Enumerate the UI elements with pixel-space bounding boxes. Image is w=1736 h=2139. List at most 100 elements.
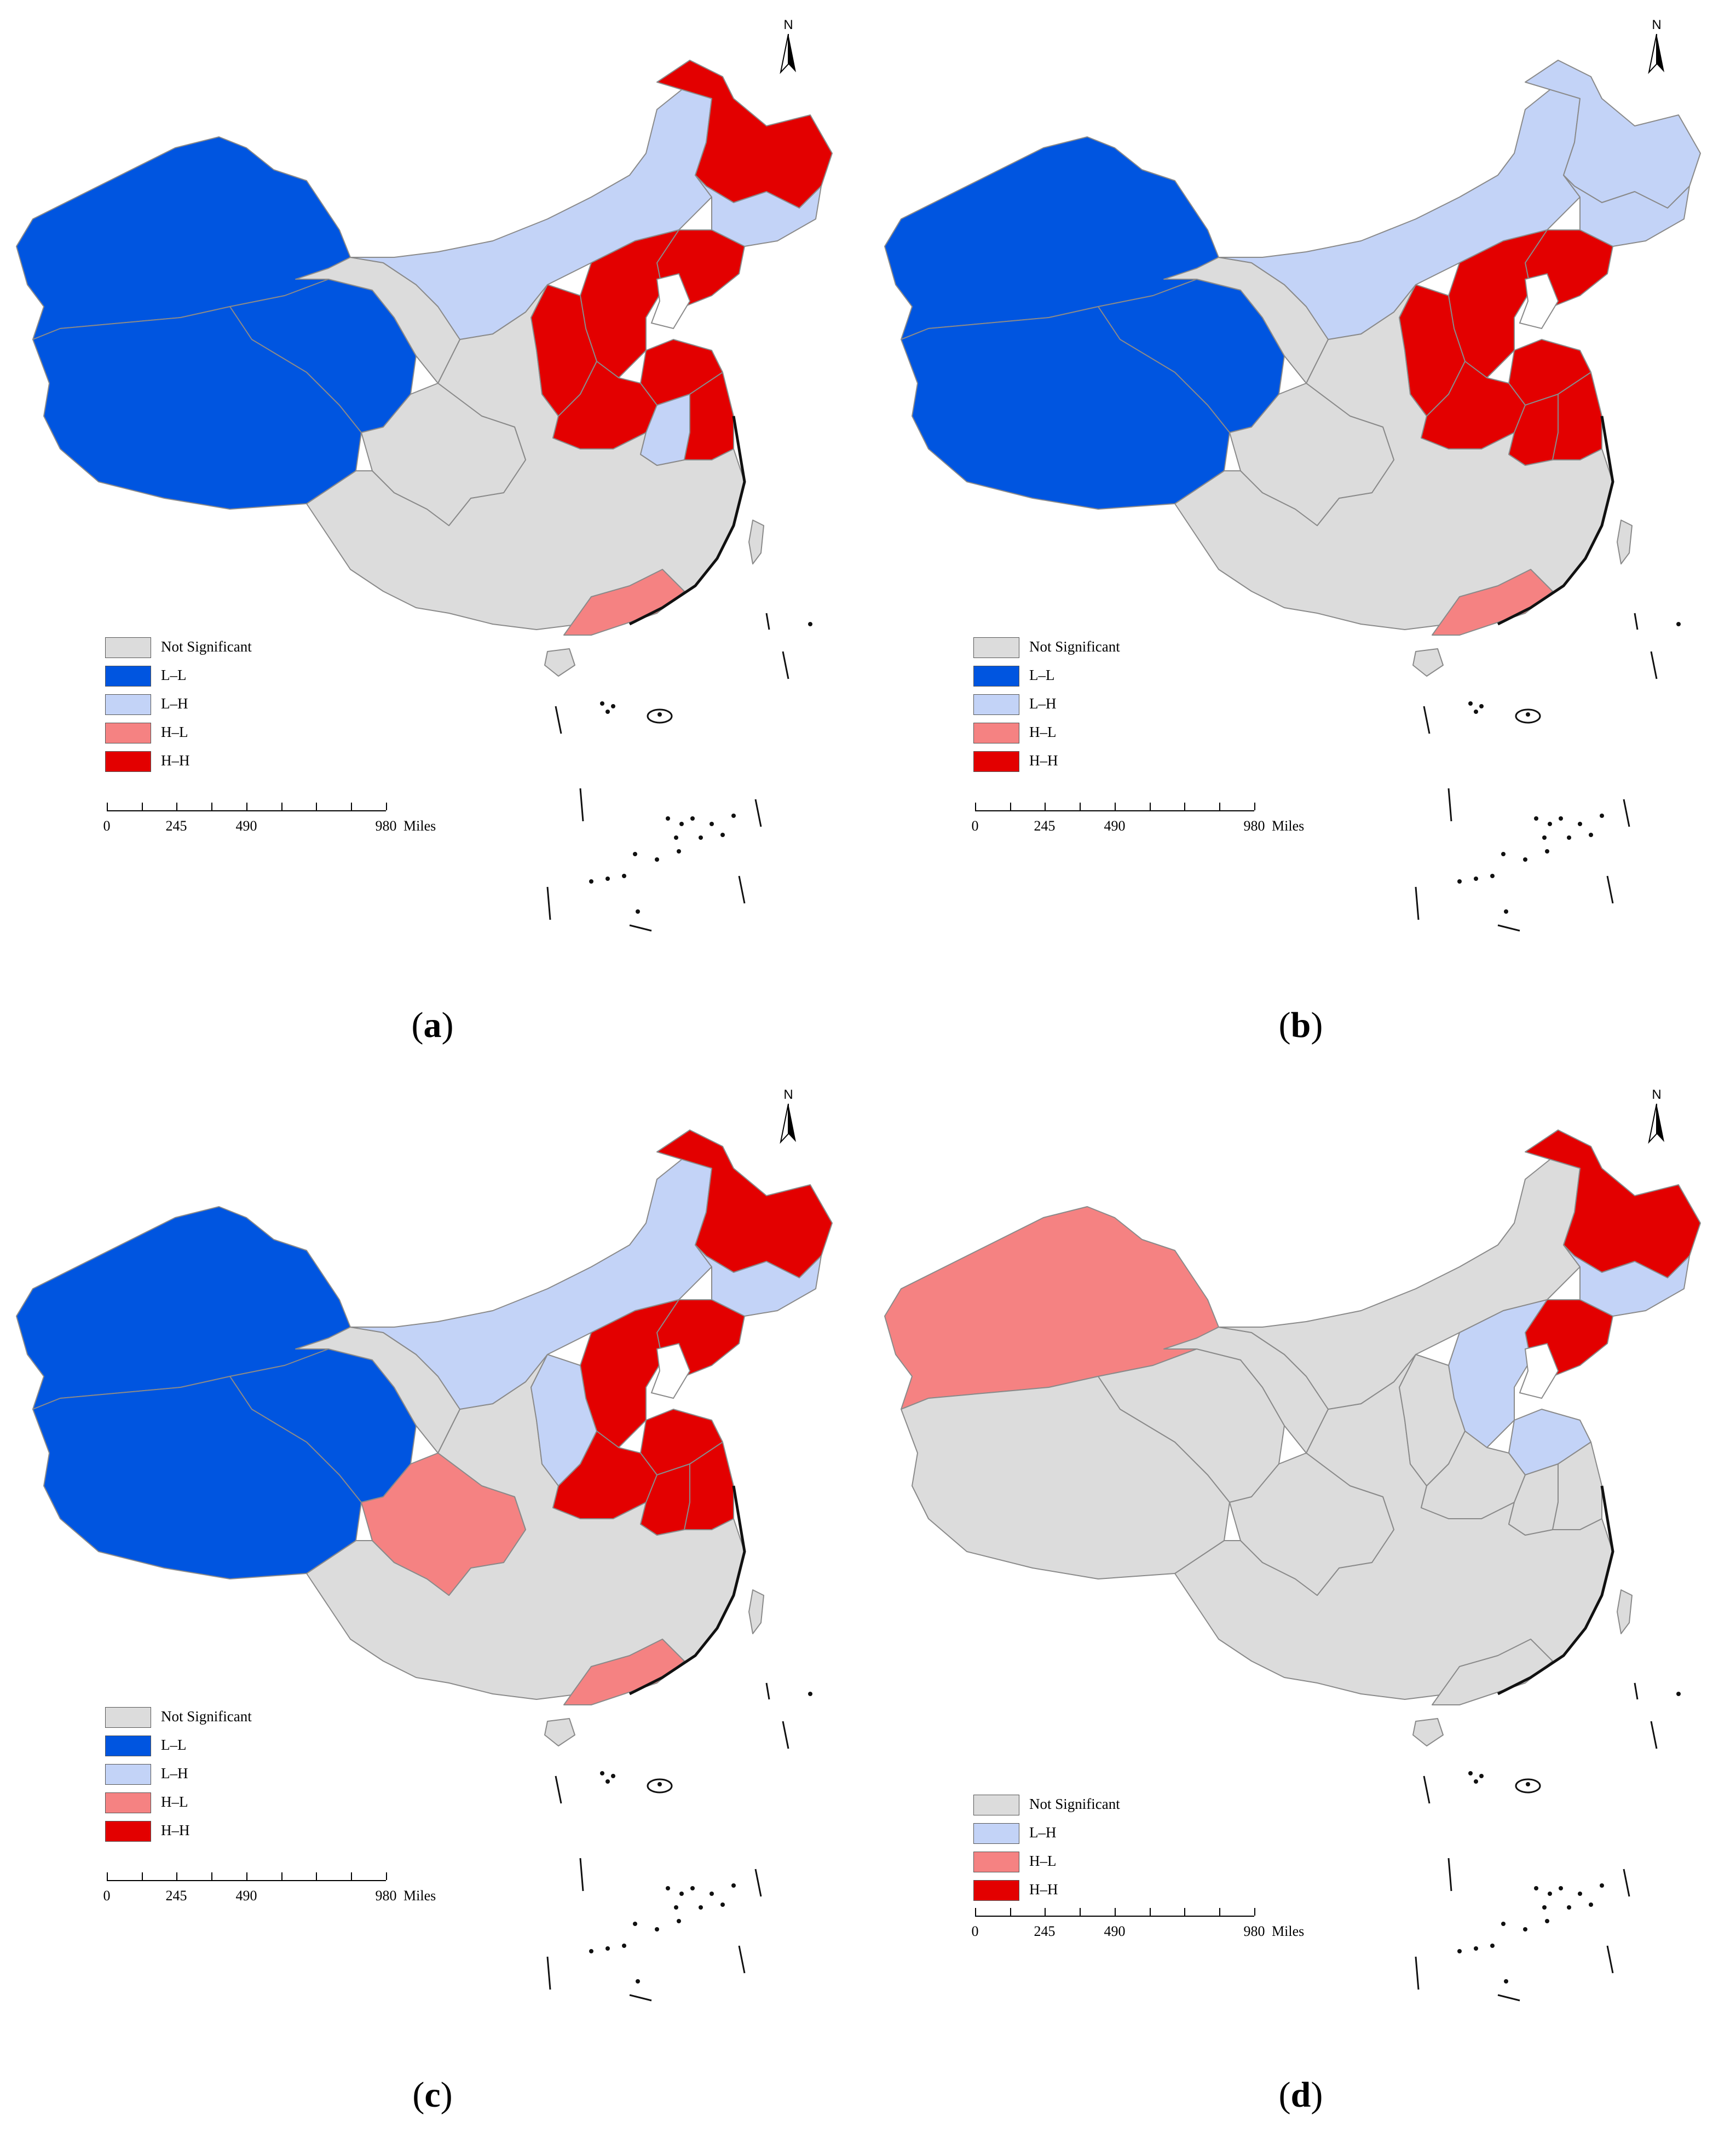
- legend-label: L–H: [161, 1765, 188, 1781]
- scale-label: 980: [375, 1888, 397, 1904]
- scale-tick: [1045, 1908, 1046, 1916]
- scale-label: 245: [165, 1888, 187, 1904]
- north-arrow: N: [772, 18, 805, 78]
- legend-label: L–H: [1029, 1824, 1057, 1841]
- scale-tick: [107, 1872, 108, 1880]
- scale-line: [975, 1916, 1254, 1917]
- province-jilin: [1563, 175, 1690, 247]
- scale-tick: [281, 803, 282, 810]
- legend-label: L–L: [161, 1737, 187, 1753]
- scale-tick: [386, 803, 387, 810]
- scale-label: 0: [103, 1888, 111, 1904]
- south-china-sea-islands: [546, 1682, 812, 2002]
- panel-caption-letter: c: [424, 2075, 441, 2115]
- scale-tick: [142, 803, 143, 810]
- scale-line: [107, 1880, 386, 1881]
- province-taiwan: [748, 1589, 764, 1634]
- coastline: [628, 416, 746, 626]
- legend-swatch: [105, 1707, 151, 1728]
- scale-line: [107, 810, 386, 811]
- province-jilin: [695, 1244, 822, 1317]
- legend-label: H–L: [1029, 724, 1057, 740]
- legend-swatch: [973, 666, 1019, 687]
- legend-swatch: [973, 637, 1019, 658]
- north-arrow-icon: [1648, 34, 1664, 74]
- south-china-sea-islands: [546, 613, 812, 932]
- legend-label: H–H: [161, 1822, 190, 1838]
- legend-label: Not Significant: [1029, 638, 1120, 655]
- bohai-sea: [650, 1342, 691, 1399]
- north-arrow-icon: [1648, 1104, 1664, 1144]
- province-tibet: [901, 306, 1230, 510]
- legend-label: H–H: [1029, 1881, 1058, 1898]
- scale-label: 245: [1034, 818, 1056, 834]
- china-map-d: [884, 1129, 1701, 2002]
- legend-swatch: [973, 751, 1019, 772]
- legend-label: Not Significant: [1029, 1796, 1120, 1812]
- province-hainan: [544, 648, 575, 677]
- north-arrow: N: [772, 1087, 805, 1148]
- province-tibet: [901, 1376, 1230, 1579]
- scale-tick: [107, 803, 108, 810]
- scale-label: 490: [1104, 1923, 1126, 1939]
- scale-tick: [246, 1872, 247, 1880]
- scale-tick: [1219, 803, 1220, 810]
- bohai-sea: [1519, 273, 1559, 330]
- province-taiwan: [748, 520, 764, 564]
- scale-tick: [351, 803, 352, 810]
- scale-label: 245: [1034, 1923, 1056, 1939]
- north-label: N: [1652, 1087, 1662, 1102]
- coastline: [1497, 1485, 1614, 1696]
- legend-label: H–H: [1029, 752, 1058, 769]
- scale-tick: [1115, 1908, 1116, 1916]
- south-china-sea-islands: [1415, 1682, 1681, 2002]
- scale-tick: [1184, 1908, 1185, 1916]
- china-map-b: [884, 60, 1701, 932]
- legend-swatch: [105, 751, 151, 772]
- scale-tick: [351, 1872, 352, 1880]
- legend-swatch: [973, 1795, 1019, 1815]
- scale-label: 0: [971, 1923, 979, 1939]
- legend-label: H–L: [161, 1794, 188, 1810]
- panel-caption: (a): [411, 1005, 454, 1045]
- south-china-sea-islands: [1415, 613, 1681, 932]
- province-tibet: [32, 1376, 362, 1579]
- north-label: N: [1652, 18, 1662, 32]
- province-guangdong: [1432, 569, 1553, 636]
- map-panel-c: N Not Significant L–L L–H H–L H–H 0 245 490 980 Mi…: [0, 1070, 868, 2139]
- legend-swatch: [105, 694, 151, 715]
- scale-tick: [1184, 803, 1185, 810]
- scale-tick: [1254, 803, 1255, 810]
- province-hainan: [1412, 648, 1444, 677]
- province-taiwan: [1617, 1589, 1633, 1634]
- province-jiangsu: [1552, 372, 1602, 460]
- panel-caption: (c): [412, 2075, 453, 2115]
- legend-label: H–L: [1029, 1853, 1057, 1869]
- china-map-c: [16, 1129, 833, 2002]
- north-arrow-icon: [780, 1104, 796, 1144]
- scale-tick: [211, 1872, 212, 1880]
- scale-tick: [975, 803, 976, 810]
- north-arrow: N: [1640, 18, 1673, 78]
- province-guangdong: [1432, 1639, 1553, 1705]
- scale-tick: [1150, 1908, 1151, 1916]
- scale-tick: [1115, 803, 1116, 810]
- legend-swatch: [973, 694, 1019, 715]
- panel-caption-letter: a: [423, 1005, 442, 1045]
- north-label: N: [783, 18, 793, 32]
- scale-tick: [176, 803, 177, 810]
- province-jilin: [1563, 1244, 1690, 1317]
- china-map-a: [16, 60, 833, 932]
- legend-swatch: [973, 1880, 1019, 1901]
- province-hainan: [544, 1718, 575, 1746]
- scale-unit: Miles: [1272, 1923, 1305, 1939]
- scale-label: 490: [235, 1888, 257, 1904]
- scale-tick: [975, 1908, 976, 1916]
- scale-tick: [316, 1872, 317, 1880]
- province-jiangsu: [684, 372, 734, 460]
- province-taiwan: [1617, 520, 1633, 564]
- province-jiangsu: [684, 1442, 734, 1530]
- legend-swatch: [973, 1852, 1019, 1872]
- scale-label: 0: [971, 818, 979, 834]
- scale-label: 490: [235, 818, 257, 834]
